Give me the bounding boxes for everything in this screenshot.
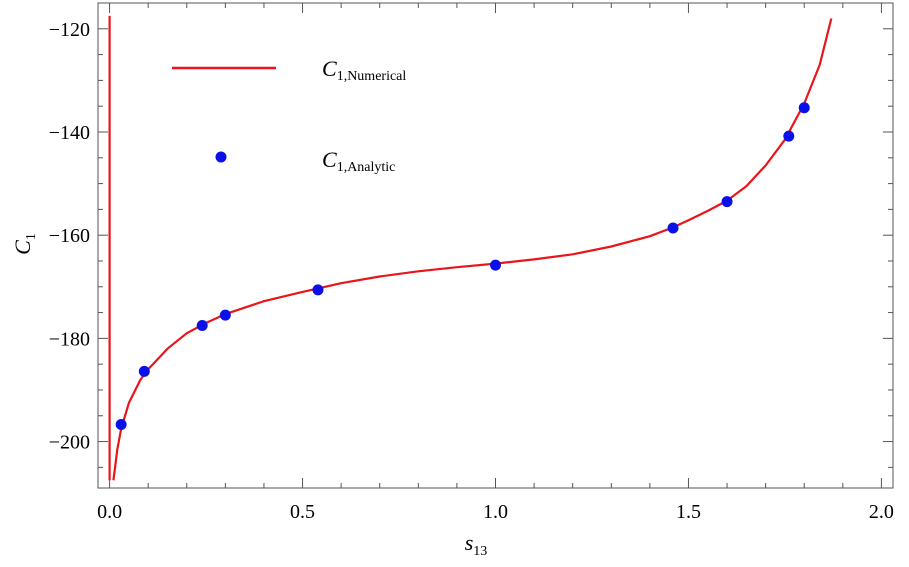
y-tick-label: −180 bbox=[49, 328, 90, 350]
y-tick-label: −140 bbox=[49, 122, 90, 144]
x-tick-label: 1.5 bbox=[676, 501, 701, 523]
analytic-point bbox=[721, 196, 733, 208]
analytic-point bbox=[196, 319, 208, 331]
numerical-curve bbox=[112, 18, 833, 481]
y-tick-label: −160 bbox=[49, 225, 90, 247]
y-axis-title-sub: 1 bbox=[24, 233, 39, 240]
x-axis-title-main: s bbox=[465, 530, 474, 555]
x-axis-title: s13 bbox=[465, 530, 488, 559]
legend-analytic-main: C bbox=[322, 147, 337, 172]
y-tick-label: −120 bbox=[49, 19, 90, 41]
points-layer bbox=[115, 102, 810, 431]
x-tick-label: 2.0 bbox=[869, 501, 894, 523]
series-layer bbox=[108, 15, 833, 481]
analytic-point bbox=[783, 130, 795, 142]
x-axis-title-sub: 13 bbox=[473, 544, 487, 559]
x-tick-label: 0.0 bbox=[97, 501, 122, 523]
y-axis-title-main: C bbox=[10, 240, 35, 255]
legend-numerical-sub: 1,Numerical bbox=[337, 69, 407, 84]
x-tick-labels: 0.0 0.5 1.0 1.5 2.0 bbox=[97, 501, 894, 523]
y-axis-title: C1 bbox=[10, 233, 39, 255]
plot-frame bbox=[97, 2, 894, 489]
analytic-point bbox=[138, 365, 150, 377]
legend-label-analytic: C1,Analytic bbox=[322, 147, 395, 175]
axis-ticks bbox=[98, 2, 893, 488]
y-tick-labels: −120 −140 −160 −180 −200 bbox=[49, 19, 90, 454]
legend: C1,Numerical C1,Analytic bbox=[172, 56, 406, 175]
y-tick-label: −200 bbox=[49, 432, 90, 454]
analytic-point bbox=[667, 222, 679, 234]
plot-border bbox=[97, 2, 894, 489]
x-tick-label: 1.0 bbox=[483, 501, 508, 523]
analytic-point bbox=[312, 284, 324, 296]
legend-dot-swatch bbox=[215, 151, 227, 163]
legend-numerical-main: C bbox=[322, 56, 337, 81]
analytic-point bbox=[798, 102, 810, 114]
analytic-point bbox=[490, 259, 501, 271]
legend-analytic-sub: 1,Analytic bbox=[337, 160, 396, 175]
x-tick-label: 0.5 bbox=[290, 501, 315, 523]
analytic-point bbox=[115, 419, 127, 431]
legend-label-numerical: C1,Numerical bbox=[322, 56, 406, 84]
analytic-point bbox=[219, 309, 231, 321]
